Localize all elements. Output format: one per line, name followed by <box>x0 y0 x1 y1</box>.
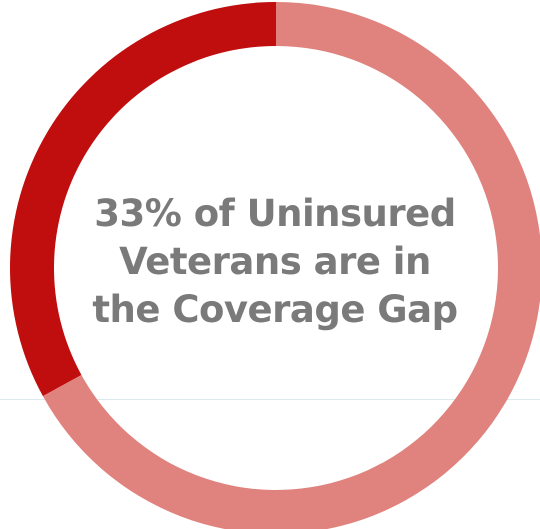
center-label-line-1: 33% of Uninsured <box>94 192 456 235</box>
center-label-line-3: the Coverage Gap <box>92 288 458 331</box>
horizontal-guide-line <box>0 399 540 400</box>
center-label: 33% of Uninsured Veterans are in the Cov… <box>90 190 460 334</box>
donut-slice-coverage-gap <box>9 2 276 397</box>
center-label-line-2: Veterans are in <box>119 240 431 283</box>
